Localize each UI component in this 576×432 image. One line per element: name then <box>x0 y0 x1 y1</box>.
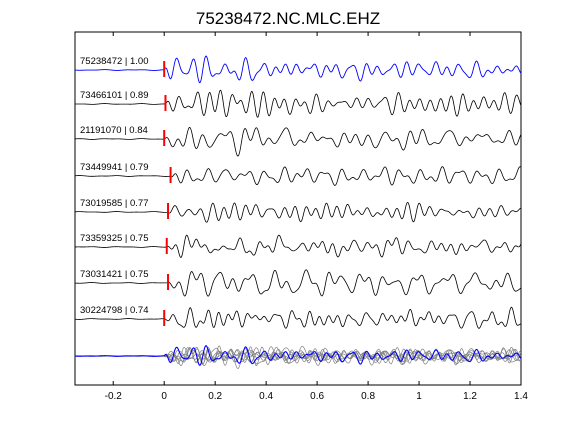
x-tick-label: 0.8 <box>361 391 375 402</box>
waveform-trace-7 <box>74 269 522 297</box>
stack-trace-1 <box>74 345 522 366</box>
waveform-trace-4 <box>74 166 522 186</box>
traces-layer: 75238472 | 1.00 73466101 | 0.89 21191070 |… <box>74 55 522 329</box>
waveform-trace-3 <box>74 126 522 157</box>
waveform-trace-6 <box>74 234 522 259</box>
x-tick-label: 0.6 <box>310 391 324 402</box>
trace-label-3: 21191070 | 0.84 <box>80 125 148 136</box>
waveform-trace-2 <box>74 89 522 118</box>
trace-label-4: 73449941 | 0.79 <box>80 162 149 173</box>
trace-label-7: 73031421 | 0.75 <box>80 269 149 280</box>
waveform-trace-5 <box>74 201 522 223</box>
waveform-trace-1 <box>74 55 522 84</box>
x-tick-label: -0.2 <box>105 391 123 402</box>
trace-label-6: 73359325 | 0.75 <box>80 233 149 244</box>
x-tick-label: 0.2 <box>208 391 222 402</box>
stack-panel <box>74 345 522 369</box>
x-tick-label: 1 <box>416 391 422 402</box>
x-tick-label: 1.2 <box>463 391 477 402</box>
x-tick-label: 0 <box>161 391 167 402</box>
trace-label-1: 75238472 | 1.00 <box>80 56 149 67</box>
trace-label-2: 73466101 | 0.89 <box>80 90 149 101</box>
trace-label-5: 73019585 | 0.77 <box>80 198 149 209</box>
x-tick-label: 0.4 <box>259 391 273 402</box>
trace-label-8: 30224798 | 0.74 <box>80 305 149 316</box>
waveform-trace-8 <box>74 306 522 329</box>
x-tick-label: 1.4 <box>514 391 528 402</box>
x-axis: -0.2 0 0.2 0.4 0.6 0.8 1 1.2 1.4 <box>105 32 528 402</box>
chart-title: 75238472.NC.MLC.EHZ <box>196 9 380 28</box>
